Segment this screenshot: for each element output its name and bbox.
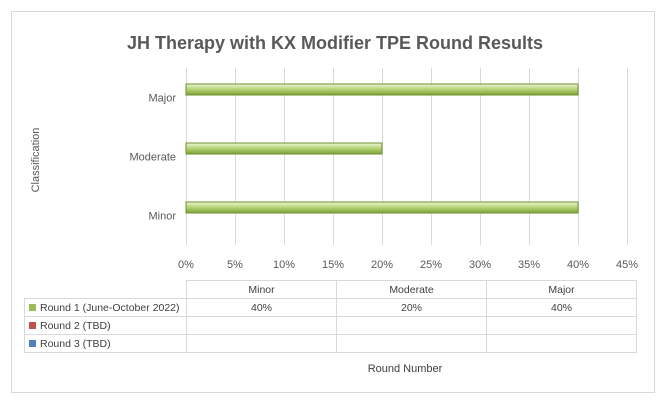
- legend-label: Round 1 (June-October 2022): [40, 301, 180, 314]
- bar: [185, 142, 383, 155]
- y-tick-label: Major: [148, 93, 176, 105]
- bar: [185, 201, 579, 214]
- table-row: Round 2 (TBD): [24, 316, 637, 335]
- table-header-major: Major: [486, 280, 637, 299]
- table-header-moderate: Moderate: [336, 280, 487, 299]
- legend-swatch: [29, 339, 36, 347]
- table-row: Round 1 (June-October 2022) 40% 20% 40%: [24, 298, 637, 317]
- bar: [185, 83, 579, 96]
- bars: [185, 83, 579, 214]
- y-tick-label: Minor: [148, 211, 176, 223]
- x-tick-label: 5%: [227, 259, 243, 271]
- table-cell: [186, 334, 337, 353]
- table-header-row: Minor Moderate Major: [24, 280, 637, 299]
- table-corner: [24, 280, 187, 299]
- x-axis-label: Round Number: [367, 363, 443, 375]
- table-header-minor: Minor: [186, 280, 337, 299]
- table-cell: [336, 316, 487, 335]
- legend-label: Round 3 (TBD): [40, 337, 111, 350]
- table-cell: [486, 334, 637, 353]
- legend-swatch: [29, 321, 36, 329]
- table-cell: [186, 316, 337, 335]
- legend-entry-round-3: Round 3 (TBD): [24, 334, 187, 353]
- legend-swatch: [29, 303, 36, 311]
- data-table: Minor Moderate Major Round 1 (June-Octob…: [24, 280, 637, 353]
- axis-labels: 0% 5% 10% 15% 20% 25% 30% 35% 40% 45% Minor Moderat…: [130, 93, 639, 272]
- x-tick-label: 25%: [420, 259, 442, 271]
- table-cell: 20%: [336, 298, 487, 317]
- chart-title: JH Therapy with KX Modifier TPE Round Re…: [126, 33, 544, 53]
- legend-entry-round-2: Round 2 (TBD): [24, 316, 187, 335]
- legend-label: Round 2 (TBD): [40, 319, 111, 332]
- table-row: Round 3 (TBD): [24, 334, 637, 353]
- x-tick-label: 10%: [273, 259, 295, 271]
- x-tick-label: 20%: [371, 259, 393, 271]
- table-cell: [336, 334, 487, 353]
- table-cell: [486, 316, 637, 335]
- x-tick-label: 0%: [178, 259, 194, 271]
- table-cell: 40%: [186, 298, 337, 317]
- table-cell: 40%: [486, 298, 637, 317]
- x-tick-label: 15%: [322, 259, 344, 271]
- x-tick-label: 30%: [469, 259, 491, 271]
- y-tick-label: Moderate: [130, 152, 176, 164]
- gridlines: [186, 68, 628, 245]
- x-tick-label: 35%: [518, 259, 540, 271]
- legend-entry-round-1: Round 1 (June-October 2022): [24, 298, 187, 317]
- x-tick-label: 45%: [616, 259, 638, 271]
- x-tick-label: 40%: [567, 259, 589, 271]
